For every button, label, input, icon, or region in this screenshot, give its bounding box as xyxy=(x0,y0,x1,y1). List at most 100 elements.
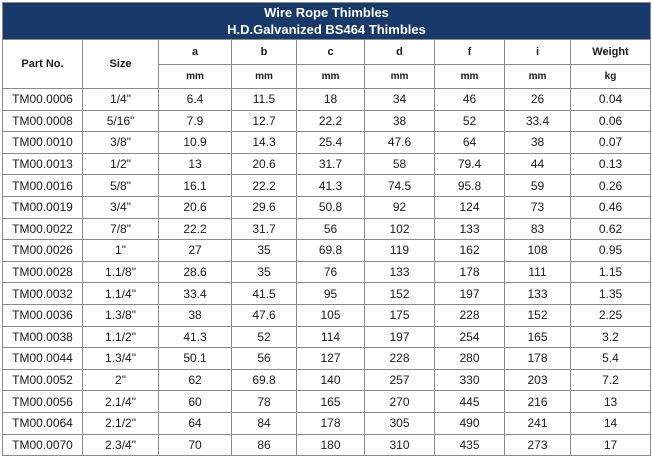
header-part-no: Part No. xyxy=(2,39,83,89)
size-cell: 3/8" xyxy=(82,131,159,154)
a-cell: 38 xyxy=(158,303,232,327)
i-cell: 73 xyxy=(504,195,571,219)
unit-i: mm xyxy=(504,64,571,89)
a-cell: 28.6 xyxy=(158,260,232,284)
header-d: d xyxy=(364,39,435,65)
table-row: TM00.0006 1/4" 6.4 11.5 18 34 46 26 0.04 xyxy=(2,88,651,111)
f-cell: 490 xyxy=(434,411,505,435)
table-title: Wire Rope Thimbles H.D.Galvanized BS464 … xyxy=(2,2,651,40)
table-row: TM00.0070 2.3/4" 70 86 180 310 435 273 17 xyxy=(2,433,651,457)
part-no-cell: TM00.0028 xyxy=(2,260,83,284)
b-cell: 56 xyxy=(231,347,297,370)
i-cell: 44 xyxy=(504,152,571,176)
header-i: i xyxy=(504,39,571,65)
unit-weight: kg xyxy=(570,64,651,89)
weight-cell: 0.95 xyxy=(570,239,651,262)
i-cell: 111 xyxy=(504,260,571,284)
a-cell: 62 xyxy=(158,368,232,392)
part-no-cell: TM00.0038 xyxy=(2,325,83,349)
part-no-cell: TM00.0006 xyxy=(2,88,83,111)
b-cell: 86 xyxy=(231,433,297,457)
size-cell: 1.3/8" xyxy=(82,303,159,327)
header-f: f xyxy=(434,39,505,65)
i-cell: 203 xyxy=(504,368,571,392)
table-row: TM00.0032 1.1/4" 33.4 41.5 95 152 197 133 1.35 xyxy=(2,282,651,305)
f-cell: 162 xyxy=(434,239,505,262)
header-a: a xyxy=(158,39,232,65)
f-cell: 95.8 xyxy=(434,174,505,197)
c-cell: 76 xyxy=(296,260,365,284)
i-cell: 133 xyxy=(504,282,571,305)
size-cell: 1.1/2" xyxy=(82,325,159,349)
i-cell: 216 xyxy=(504,390,571,413)
f-cell: 228 xyxy=(434,303,505,327)
f-cell: 64 xyxy=(434,131,505,154)
d-cell: 133 xyxy=(364,260,435,284)
a-cell: 16.1 xyxy=(158,174,232,197)
d-cell: 74.5 xyxy=(364,174,435,197)
part-no-cell: TM00.0019 xyxy=(2,195,83,219)
table-row: TM00.0038 1.1/2" 41.3 52 114 197 254 165 3.2 xyxy=(2,325,651,349)
d-cell: 92 xyxy=(364,195,435,219)
b-cell: 31.7 xyxy=(231,217,297,241)
i-cell: 108 xyxy=(504,239,571,262)
header-weight: Weight xyxy=(570,39,651,65)
a-cell: 10.9 xyxy=(158,131,232,154)
c-cell: 140 xyxy=(296,368,365,392)
i-cell: 83 xyxy=(504,217,571,241)
size-cell: 2.1/4" xyxy=(82,390,159,413)
a-cell: 70 xyxy=(158,433,232,457)
f-cell: 330 xyxy=(434,368,505,392)
title-line-1: Wire Rope Thimbles xyxy=(264,5,389,20)
c-cell: 25.4 xyxy=(296,131,365,154)
i-cell: 33.4 xyxy=(504,109,571,133)
size-cell: 5/16" xyxy=(82,109,159,133)
d-cell: 34 xyxy=(364,88,435,111)
d-cell: 310 xyxy=(364,433,435,457)
b-cell: 12.7 xyxy=(231,109,297,133)
b-cell: 29.6 xyxy=(231,195,297,219)
unit-header-row: mm mm mm mm mm mm kg xyxy=(3,64,651,89)
part-no-cell: TM00.0070 xyxy=(2,433,83,457)
table-row: TM00.0036 1.3/8" 38 47.6 105 175 228 152 2.25 xyxy=(2,303,651,327)
part-no-cell: TM00.0052 xyxy=(2,368,83,392)
table-row: TM00.0022 7/8" 22.2 31.7 56 102 133 83 0.62 xyxy=(2,217,651,241)
a-cell: 33.4 xyxy=(158,282,232,305)
header-size: Size xyxy=(82,39,159,89)
i-cell: 241 xyxy=(504,411,571,435)
c-cell: 31.7 xyxy=(296,152,365,176)
weight-cell: 17 xyxy=(570,433,651,457)
b-cell: 35 xyxy=(231,239,297,262)
c-cell: 69.8 xyxy=(296,239,365,262)
f-cell: 254 xyxy=(434,325,505,349)
size-cell: 2.1/2" xyxy=(82,411,159,435)
weight-cell: 3.2 xyxy=(570,325,651,349)
size-cell: 2.3/4" xyxy=(82,433,159,457)
unit-b: mm xyxy=(231,64,297,89)
f-cell: 178 xyxy=(434,260,505,284)
b-cell: 84 xyxy=(231,411,297,435)
part-no-cell: TM00.0056 xyxy=(2,390,83,413)
size-cell: 1.3/4" xyxy=(82,347,159,370)
d-cell: 58 xyxy=(364,152,435,176)
c-cell: 105 xyxy=(296,303,365,327)
part-no-cell: TM00.0008 xyxy=(2,109,83,133)
weight-cell: 2.25 xyxy=(570,303,651,327)
size-cell: 2" xyxy=(82,368,159,392)
a-cell: 60 xyxy=(158,390,232,413)
b-cell: 41.5 xyxy=(231,282,297,305)
table-row: TM00.0013 1/2" 13 20.6 31.7 58 79.4 44 0.13 xyxy=(2,152,651,176)
part-no-cell: TM00.0022 xyxy=(2,217,83,241)
a-cell: 27 xyxy=(158,239,232,262)
d-cell: 270 xyxy=(364,390,435,413)
unit-d: mm xyxy=(364,64,435,89)
part-no-cell: TM00.0010 xyxy=(2,131,83,154)
column-header-row: Part No. Size a b c d f i Weight xyxy=(2,39,651,89)
b-cell: 11.5 xyxy=(231,88,297,111)
weight-cell: 14 xyxy=(570,411,651,435)
a-cell: 50.1 xyxy=(158,347,232,370)
part-no-cell: TM00.0016 xyxy=(2,174,83,197)
i-cell: 26 xyxy=(504,88,571,111)
d-cell: 152 xyxy=(364,282,435,305)
